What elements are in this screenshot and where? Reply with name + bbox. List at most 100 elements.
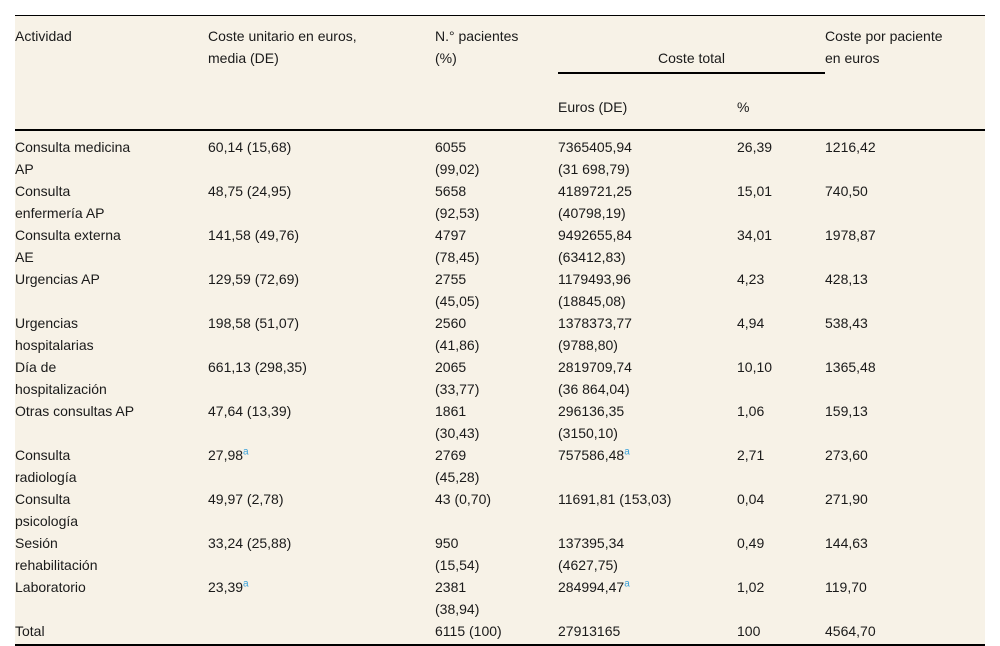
cell-n_pacientes: 1861 (30,43) — [435, 400, 558, 444]
cell-pct: 100 — [737, 620, 825, 645]
col-header-coste-por-paciente: Coste por paciente en euros — [825, 15, 985, 130]
cell-euros_de: 296136,35 (3150,10) — [558, 400, 737, 444]
cell-euros_de: 7365405,94 (31 698,79) — [558, 130, 737, 180]
col-header-actividad: Actividad — [15, 15, 208, 130]
cell-euros_de: 11691,81 (153,03) — [558, 488, 737, 532]
cell-euros_de: 1179493,96 (18845,08) — [558, 268, 737, 312]
table-row: Consulta externa AE 141,58 (49,76) 4797 (7… — [15, 224, 985, 268]
cell-pct: 2,71 — [737, 444, 825, 488]
footnote-marker-a[interactable]: a — [624, 578, 630, 590]
table-row: Laboratorio 23,39a 2381 (38,94) 284994,47a 1… — [15, 576, 985, 620]
cell-euros_de: 757586,48a — [558, 444, 737, 488]
cell-pct: 15,01 — [737, 180, 825, 224]
cell-actividad: Sesión rehabilitación — [15, 532, 208, 576]
table-row: Urgencias hospitalarias 198,58 (51,07) 256… — [15, 312, 985, 356]
cell-pct: 26,39 — [737, 130, 825, 180]
cell-coste_por_paciente: 740,50 — [825, 180, 985, 224]
cost-table: Actividad Coste unitario en euros, media… — [15, 15, 985, 646]
cell-actividad: Laboratorio — [15, 576, 208, 620]
cell-actividad: Consulta medicina AP — [15, 130, 208, 180]
table-row: Urgencias AP 129,59 (72,69) 2755 (45,05) 11… — [15, 268, 985, 312]
cell-n_pacientes: 950 (15,54) — [435, 532, 558, 576]
col-header-pct: % — [737, 96, 825, 130]
cell-coste_unitario: 27,98a — [208, 444, 435, 488]
table-body: Consulta medicina AP 60,14 (15,68) 6055 (9… — [15, 130, 985, 645]
coste-total-spanner-label: Coste total — [558, 47, 825, 74]
cell-pct: 4,94 — [737, 312, 825, 356]
cell-actividad: Consulta radiología — [15, 444, 208, 488]
cell-n_pacientes: 2065 (33,77) — [435, 356, 558, 400]
table-row: Otras consultas AP 47,64 (13,39) 1861 (30,… — [15, 400, 985, 444]
cell-coste_por_paciente: 159,13 — [825, 400, 985, 444]
cell-n_pacientes: 6115 (100) — [435, 620, 558, 645]
cell-coste_unitario: 198,58 (51,07) — [208, 312, 435, 356]
cell-coste_unitario: 661,13 (298,35) — [208, 356, 435, 400]
cell-n_pacientes: 2560 (41,86) — [435, 312, 558, 356]
cell-coste_unitario: 60,14 (15,68) — [208, 130, 435, 180]
cell-pct: 1,02 — [737, 576, 825, 620]
cell-coste_unitario: 23,39a — [208, 576, 435, 620]
cell-pct: 34,01 — [737, 224, 825, 268]
cell-pct: 1,06 — [737, 400, 825, 444]
col-header-coste-unitario: Coste unitario en euros, media (DE) — [208, 15, 435, 130]
cell-actividad: Urgencias AP — [15, 268, 208, 312]
cell-coste_unitario: 47,64 (13,39) — [208, 400, 435, 444]
col-header-coste-total: Coste total — [558, 15, 825, 96]
cell-actividad: Día de hospitalización — [15, 356, 208, 400]
cell-actividad: Otras consultas AP — [15, 400, 208, 444]
cell-coste_por_paciente: 273,60 — [825, 444, 985, 488]
cell-pct: 4,23 — [737, 268, 825, 312]
cell-coste_por_paciente: 538,43 — [825, 312, 985, 356]
cell-euros_de: 137395,34 (4627,75) — [558, 532, 737, 576]
cell-n_pacientes: 6055 (99,02) — [435, 130, 558, 180]
cell-coste_por_paciente: 1216,42 — [825, 130, 985, 180]
table-row: Consulta psicología 49,97 (2,78) 43 (0,70)… — [15, 488, 985, 532]
activity-cost-table: Actividad Coste unitario en euros, media… — [15, 15, 985, 646]
cell-coste_por_paciente: 144,63 — [825, 532, 985, 576]
cell-coste_unitario — [208, 620, 435, 645]
cell-euros_de: 9492655,84 (63412,83) — [558, 224, 737, 268]
footnote-marker-a[interactable]: a — [243, 578, 249, 590]
cell-coste_por_paciente: 1365,48 — [825, 356, 985, 400]
table-row: Total 6115 (100) 27913165 100 4564,70 — [15, 620, 985, 645]
cell-actividad: Consulta enfermería AP — [15, 180, 208, 224]
footnote-marker-a[interactable]: a — [243, 446, 249, 458]
table-row: Consulta radiología 27,98a 2769 (45,28) 757… — [15, 444, 985, 488]
cell-coste_unitario: 141,58 (49,76) — [208, 224, 435, 268]
cell-euros_de: 2819709,74 (36 864,04) — [558, 356, 737, 400]
cell-n_pacientes: 2755 (45,05) — [435, 268, 558, 312]
cell-coste_unitario: 48,75 (24,95) — [208, 180, 435, 224]
col-header-euros-de: Euros (DE) — [558, 96, 737, 130]
cell-n_pacientes: 5658 (92,53) — [435, 180, 558, 224]
cell-euros_de: 4189721,25 (40798,19) — [558, 180, 737, 224]
cell-coste_unitario: 33,24 (25,88) — [208, 532, 435, 576]
cell-coste_por_paciente: 119,70 — [825, 576, 985, 620]
cell-pct: 0,04 — [737, 488, 825, 532]
table-header: Actividad Coste unitario en euros, media… — [15, 15, 985, 130]
cell-n_pacientes: 4797 (78,45) — [435, 224, 558, 268]
cell-euros_de: 1378373,77 (9788,80) — [558, 312, 737, 356]
cell-euros_de: 27913165 — [558, 620, 737, 645]
cell-coste_por_paciente: 4564,70 — [825, 620, 985, 645]
cell-coste_unitario: 129,59 (72,69) — [208, 268, 435, 312]
cell-actividad: Consulta externa AE — [15, 224, 208, 268]
cell-actividad: Consulta psicología — [15, 488, 208, 532]
cell-actividad: Total — [15, 620, 208, 645]
cell-pct: 0,49 — [737, 532, 825, 576]
table-row: Consulta medicina AP 60,14 (15,68) 6055 (9… — [15, 130, 985, 180]
cell-coste_por_paciente: 271,90 — [825, 488, 985, 532]
table-row: Sesión rehabilitación 33,24 (25,88) 950 (1… — [15, 532, 985, 576]
cell-euros_de: 284994,47a — [558, 576, 737, 620]
col-header-n-pacientes: N.° pacientes (%) — [435, 15, 558, 130]
cell-pct: 10,10 — [737, 356, 825, 400]
cell-actividad: Urgencias hospitalarias — [15, 312, 208, 356]
cell-n_pacientes: 2769 (45,28) — [435, 444, 558, 488]
cell-coste_por_paciente: 1978,87 — [825, 224, 985, 268]
table-row: Consulta enfermería AP 48,75 (24,95) 5658 … — [15, 180, 985, 224]
table-row: Día de hospitalización 661,13 (298,35) 206… — [15, 356, 985, 400]
footnote-marker-a[interactable]: a — [624, 446, 630, 458]
cell-coste_por_paciente: 428,13 — [825, 268, 985, 312]
cell-coste_unitario: 49,97 (2,78) — [208, 488, 435, 532]
cell-n_pacientes: 43 (0,70) — [435, 488, 558, 532]
cell-n_pacientes: 2381 (38,94) — [435, 576, 558, 620]
